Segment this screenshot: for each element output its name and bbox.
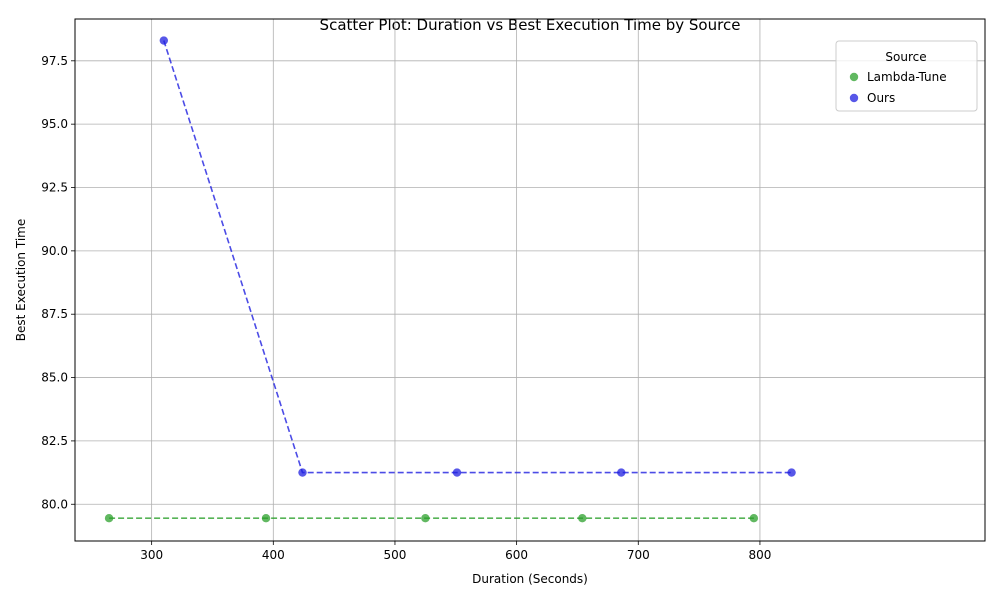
y-tick-label: 95.0 <box>41 117 68 131</box>
y-tick-label: 90.0 <box>41 244 68 258</box>
y-tick-label: 87.5 <box>41 307 68 321</box>
data-point-lambda-tune <box>104 513 114 523</box>
x-tick-label: 800 <box>748 548 771 562</box>
legend-box <box>835 40 978 112</box>
legend-marker-lambda-tune <box>849 72 859 82</box>
x-tick-label: 300 <box>140 548 163 562</box>
y-axis-ticks: 80.0 82.5 85.0 87.5 90.0 92.5 95.0 97.5 <box>41 54 75 511</box>
x-tick-label: 500 <box>384 548 407 562</box>
data-point-lambda-tune <box>578 513 587 523</box>
data-point-ours <box>298 468 307 477</box>
data-points <box>104 36 796 523</box>
y-tick-label: 85.0 <box>41 371 68 385</box>
data-point-ours <box>617 468 626 477</box>
data-point-lambda-tune <box>749 513 759 523</box>
data-point-lambda-tune <box>421 513 430 523</box>
x-tick-label: 600 <box>505 548 528 562</box>
y-tick-label: 92.5 <box>41 181 68 195</box>
legend-title: Source <box>885 50 926 64</box>
grid-lines <box>75 19 985 541</box>
legend-label-ours: Ours <box>867 91 895 105</box>
data-point-ours <box>452 468 462 477</box>
y-tick-label: 82.5 <box>41 434 68 448</box>
y-tick-label: 97.5 <box>41 54 68 68</box>
data-point-lambda-tune <box>261 513 271 523</box>
x-axis-ticks: 300 400 500 600 700 800 <box>140 541 771 562</box>
data-point-ours <box>787 468 796 477</box>
legend-marker-ours <box>849 93 859 103</box>
y-tick-label: 80.0 <box>41 497 68 511</box>
x-tick-label: 400 <box>262 548 285 562</box>
legend: Source Lambda-Tune Ours <box>835 40 978 112</box>
x-axis-label: Duration (Seconds) <box>472 572 588 586</box>
legend-label-lambda-tune: Lambda-Tune <box>867 70 947 84</box>
plot-frame <box>74 18 986 542</box>
chart-title: Scatter Plot: Duration vs Best Execution… <box>320 16 741 34</box>
y-axis-label: Best Execution Time <box>14 219 28 341</box>
data-point-ours <box>159 36 169 45</box>
x-tick-label: 700 <box>627 548 650 562</box>
